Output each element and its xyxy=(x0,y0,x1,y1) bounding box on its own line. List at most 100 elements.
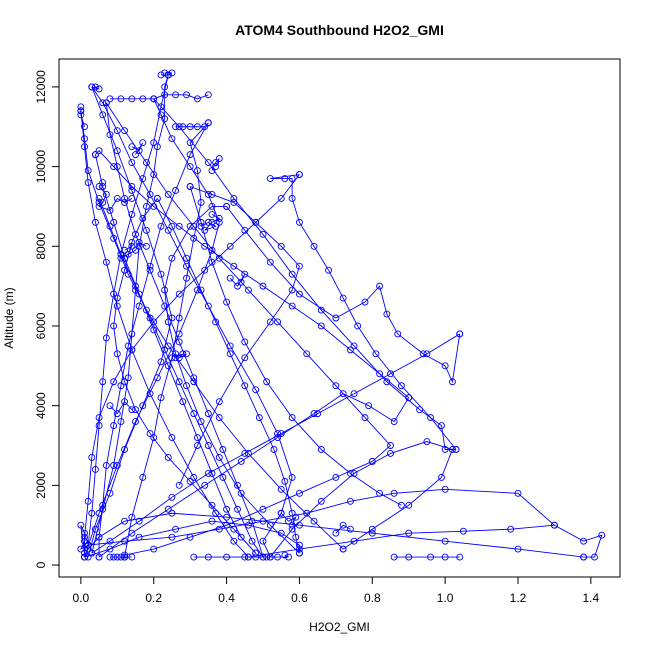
series-line xyxy=(105,102,392,462)
data-point xyxy=(226,350,234,358)
series-path-20 xyxy=(95,195,267,561)
data-point xyxy=(197,218,205,226)
data-point xyxy=(259,537,267,545)
data-point xyxy=(274,318,282,326)
data-point xyxy=(317,446,325,453)
data-point xyxy=(223,298,231,306)
data-point xyxy=(215,525,223,533)
data-point xyxy=(252,549,260,557)
data-point xyxy=(168,434,176,441)
data-point xyxy=(168,314,176,322)
data-point xyxy=(204,119,212,127)
data-point xyxy=(288,195,296,202)
y-axis-label: Altitude (m) xyxy=(2,287,16,348)
data-point xyxy=(139,139,147,147)
data-point xyxy=(106,402,114,410)
data-point xyxy=(135,302,143,310)
data-point xyxy=(99,501,107,509)
data-point xyxy=(128,183,136,190)
series-path-19 xyxy=(186,183,405,509)
data-point xyxy=(252,386,260,394)
data-point xyxy=(172,123,180,131)
data-point xyxy=(113,350,121,358)
series-line xyxy=(98,198,264,558)
data-point xyxy=(241,382,249,390)
series-path-40 xyxy=(106,553,136,561)
series-path-37 xyxy=(128,139,147,159)
data-point xyxy=(121,446,129,453)
data-point xyxy=(164,454,172,461)
data-point xyxy=(91,83,99,91)
data-point xyxy=(77,521,85,529)
data-point xyxy=(591,553,598,561)
series-path-43 xyxy=(208,155,223,175)
series-line xyxy=(95,149,409,399)
data-point xyxy=(183,254,190,262)
data-point xyxy=(427,553,435,561)
data-point xyxy=(186,183,194,190)
data-point xyxy=(99,179,107,186)
data-point xyxy=(215,398,223,406)
data-point xyxy=(368,529,376,537)
data-point xyxy=(121,378,129,386)
data-point xyxy=(387,370,394,378)
data-point xyxy=(263,553,271,561)
data-point xyxy=(580,537,588,545)
data-point xyxy=(99,378,107,386)
data-point xyxy=(361,298,369,306)
data-point xyxy=(179,398,187,406)
data-point xyxy=(190,374,198,382)
data-point xyxy=(598,531,606,539)
series-line xyxy=(280,512,297,526)
data-point xyxy=(153,143,161,151)
series-path-31 xyxy=(106,91,212,103)
data-point xyxy=(150,434,158,441)
data-point xyxy=(295,489,303,497)
data-point xyxy=(295,290,303,298)
data-point xyxy=(190,410,198,418)
series-layer xyxy=(77,69,606,561)
data-point xyxy=(237,533,245,541)
data-point xyxy=(161,115,169,123)
data-point xyxy=(77,103,85,111)
data-point xyxy=(157,270,165,278)
data-point xyxy=(113,461,121,469)
series-path-42 xyxy=(77,521,92,557)
data-point xyxy=(88,83,96,91)
series-path-22 xyxy=(102,99,394,465)
data-point xyxy=(106,206,114,214)
data-point xyxy=(397,382,405,390)
data-point xyxy=(339,545,347,553)
data-point xyxy=(288,175,296,182)
data-point xyxy=(397,501,405,509)
data-point xyxy=(441,537,449,545)
data-point xyxy=(303,509,311,517)
data-point xyxy=(142,202,150,210)
data-point xyxy=(121,266,129,274)
y-tick-label: 2000 xyxy=(34,472,48,499)
data-point xyxy=(77,545,85,553)
data-point xyxy=(208,517,216,525)
data-point xyxy=(113,553,121,561)
data-point xyxy=(81,135,88,143)
data-point xyxy=(332,529,340,537)
data-point xyxy=(132,406,139,414)
y-tick-label: 6000 xyxy=(34,312,48,339)
data-point xyxy=(146,430,154,438)
data-point xyxy=(164,226,172,234)
data-point xyxy=(390,418,398,426)
data-point xyxy=(274,434,282,441)
data-point xyxy=(157,222,165,230)
data-point xyxy=(230,262,238,270)
data-point xyxy=(208,191,216,198)
data-point xyxy=(259,230,267,238)
series-line xyxy=(226,206,461,384)
x-axis-label: H2O2_GMI xyxy=(309,620,370,634)
data-point xyxy=(139,402,147,410)
data-point xyxy=(212,163,220,171)
series-path-36 xyxy=(197,210,223,234)
data-point xyxy=(117,382,125,390)
data-point xyxy=(95,553,103,561)
data-point xyxy=(281,551,289,559)
